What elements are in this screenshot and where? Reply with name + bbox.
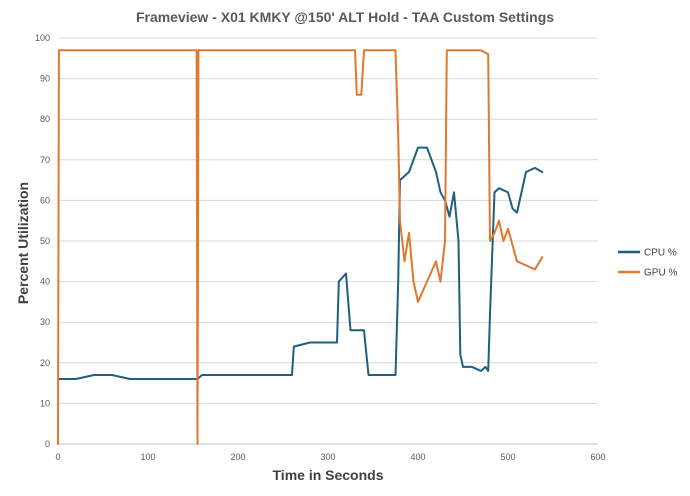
series-lines	[57, 49, 544, 445]
chart-title: Frameview - X01 KMKY @150' ALT Hold - TA…	[136, 9, 554, 25]
y-tick-label: 10	[40, 398, 50, 408]
series-line-cpu	[57, 146, 544, 380]
x-axis-title: Time in Seconds	[273, 467, 384, 483]
y-tick-label: 80	[40, 114, 50, 124]
x-tick-label: 0	[55, 452, 60, 462]
gridlines	[58, 37, 598, 404]
series-line-gpu	[57, 49, 544, 445]
y-tick-label: 60	[40, 195, 50, 205]
x-tick-label: 400	[410, 452, 425, 462]
y-tick-label: 100	[35, 33, 50, 43]
y-tick-label: 70	[40, 155, 50, 165]
y-tick-label: 50	[40, 236, 50, 246]
y-axis-title: Percent Utilization	[15, 182, 31, 304]
x-tick-label: 600	[590, 452, 605, 462]
x-tick-label: 100	[140, 452, 155, 462]
x-tick-labels: 0 100 200 300 400 500 600	[55, 452, 605, 462]
y-tick-label: 0	[45, 439, 50, 449]
legend: CPU % GPU %	[618, 248, 677, 279]
y-tick-labels: 0 10 20 30 40 50 60 70 80 90 100	[35, 33, 50, 449]
legend-label: GPU %	[644, 268, 677, 279]
x-tick-label: 500	[500, 452, 515, 462]
y-tick-label: 40	[40, 277, 50, 287]
legend-label: CPU %	[644, 248, 677, 259]
x-tick-label: 200	[230, 452, 245, 462]
x-tick-label: 300	[320, 452, 335, 462]
y-tick-label: 90	[40, 74, 50, 84]
y-tick-label: 20	[40, 358, 50, 368]
y-tick-label: 30	[40, 317, 50, 327]
